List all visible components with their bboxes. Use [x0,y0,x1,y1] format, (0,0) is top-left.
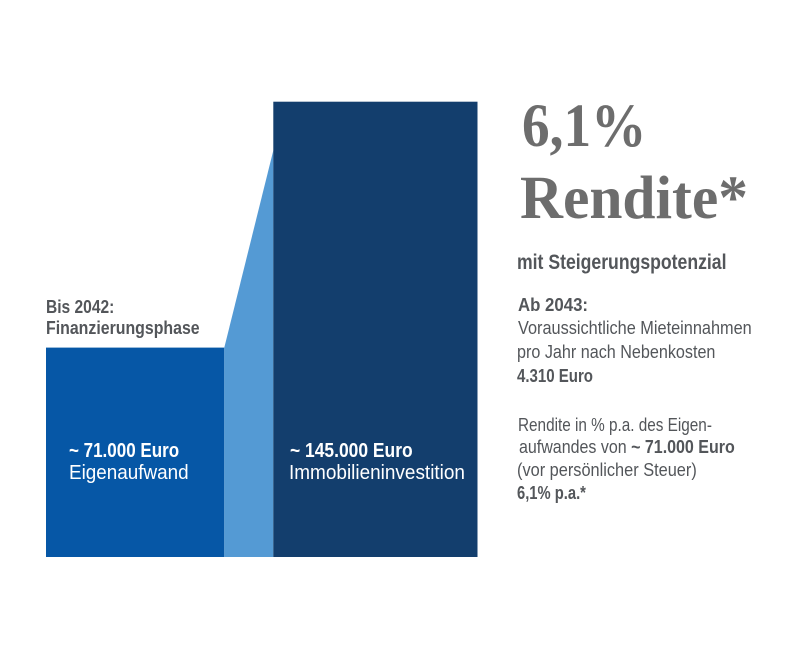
bar1-annotation-line2: Finanzierungsphase [46,317,200,339]
subheadline: mit Steigerungspotenzial [516,250,727,274]
bar-connector-shape [224,150,274,557]
block1-line1: Voraussichtliche Mieteinnahmen [517,317,752,339]
block2-line2-regular: aufwandes von [518,436,631,458]
block1-line2: pro Jahr nach Nebenkosten [516,341,715,363]
headline-rendite: Rendite* [519,164,748,232]
bar2-name-label: Immobilieninvestition [288,461,465,484]
headline-percentage: 6,1% [522,92,647,160]
bar-immobilieninvestition [273,101,478,557]
block1-line3: 4.310 Euro [517,364,593,386]
bar1-name-label: Eigenaufwand [68,461,189,484]
bar1-value-label: ~ 71.000 Euro [68,440,179,463]
block2-line3: (vor persönlicher Steuer) [517,459,697,481]
bar-eigenaufwand [46,347,225,557]
block1-title: Ab 2043: [518,294,589,316]
bar1-annotation-line1: Bis 2042: [46,296,115,317]
block2-line2-bold: ~ 71.000 Euro [630,436,735,458]
bar2-value-label: ~ 145.000 Euro [289,440,413,463]
block2-line1: Rendite in % p.a. des Eigen- [517,413,712,435]
block2-line4: 6,1% p.a.* [517,482,586,504]
block2-line2: aufwandes von ~ 71.000 Euro [519,438,735,457]
